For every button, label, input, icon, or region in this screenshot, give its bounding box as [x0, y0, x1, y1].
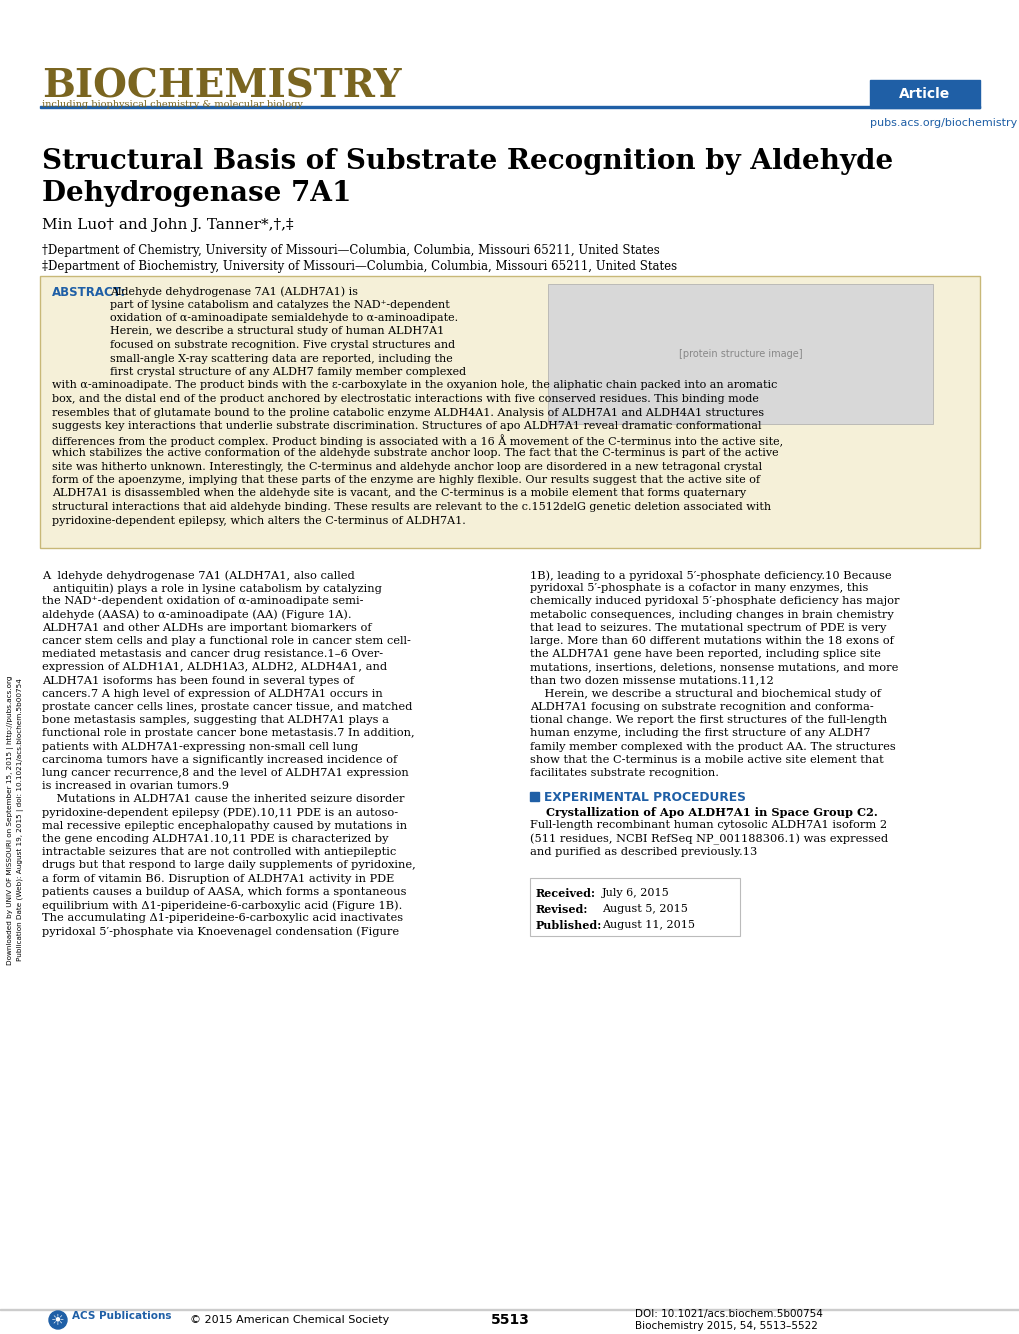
Text: which stabilizes the active conformation of the aldehyde substrate anchor loop. : which stabilizes the active conformation… — [52, 448, 777, 458]
Text: Published:: Published: — [535, 920, 601, 931]
Text: ALDH7A1 isoforms has been found in several types of: ALDH7A1 isoforms has been found in sever… — [42, 675, 354, 686]
Bar — [547, 284, 932, 424]
Text: that lead to seizures. The mutational spectrum of PDE is very: that lead to seizures. The mutational sp… — [530, 623, 886, 632]
Text: oxidation of α-aminoadipate semialdehyde to α-aminoadipate.: oxidation of α-aminoadipate semialdehyde… — [110, 313, 458, 323]
Text: ACS Publications: ACS Publications — [72, 1311, 171, 1321]
Text: patients with ALDH7A1-expressing non-small cell lung: patients with ALDH7A1-expressing non-sma… — [42, 742, 358, 751]
Text: a form of vitamin B6. Disruption of ALDH7A1 activity in PDE: a form of vitamin B6. Disruption of ALDH… — [42, 874, 394, 883]
Text: ALDH7A1 and other ALDHs are important biomarkers of: ALDH7A1 and other ALDHs are important bi… — [42, 623, 371, 632]
Text: DOI: 10.1021/acs.biochem.5b00754: DOI: 10.1021/acs.biochem.5b00754 — [635, 1309, 822, 1319]
Circle shape — [49, 1311, 67, 1329]
Text: Crystallization of Apo ALDH7A1 in Space Group C2.: Crystallization of Apo ALDH7A1 in Space … — [530, 807, 877, 818]
Text: suggests key interactions that underlie substrate discrimination. Structures of : suggests key interactions that underlie … — [52, 422, 761, 431]
Text: Article: Article — [899, 87, 950, 101]
Text: mediated metastasis and cancer drug resistance.1–6 Over-: mediated metastasis and cancer drug resi… — [42, 650, 383, 659]
Text: (511 residues, NCBI RefSeq NP_001188306.1) was expressed: (511 residues, NCBI RefSeq NP_001188306.… — [530, 834, 888, 844]
Text: chemically induced pyridoxal 5′-phosphate deficiency has major: chemically induced pyridoxal 5′-phosphat… — [530, 596, 899, 607]
Text: the ALDH7A1 gene have been reported, including splice site: the ALDH7A1 gene have been reported, inc… — [530, 650, 880, 659]
Text: equilibrium with Δ1-piperideine-6-carboxylic acid (Figure 1B).: equilibrium with Δ1-piperideine-6-carbox… — [42, 900, 401, 911]
Text: facilitates substrate recognition.: facilitates substrate recognition. — [530, 768, 718, 778]
Text: EXPERIMENTAL PROCEDURES: EXPERIMENTAL PROCEDURES — [543, 791, 745, 804]
Text: Biochemistry 2015, 54, 5513–5522: Biochemistry 2015, 54, 5513–5522 — [635, 1321, 817, 1331]
Text: tional change. We report the first structures of the full-length: tional change. We report the first struc… — [530, 715, 887, 726]
Text: Revised:: Revised: — [535, 904, 588, 915]
Text: than two dozen missense mutations.11,12: than two dozen missense mutations.11,12 — [530, 675, 773, 686]
Text: aldehyde (AASA) to α-aminoadipate (AA) (Figure 1A).: aldehyde (AASA) to α-aminoadipate (AA) (… — [42, 610, 352, 620]
Text: differences from the product complex. Product binding is associated with a 16 Å : differences from the product complex. Pr… — [52, 435, 783, 447]
Text: prostate cancer cells lines, prostate cancer tissue, and matched: prostate cancer cells lines, prostate ca… — [42, 702, 412, 712]
Text: BIOCHEMISTRY: BIOCHEMISTRY — [42, 68, 401, 105]
Text: Aldehyde dehydrogenase 7A1 (ALDH7A1) is: Aldehyde dehydrogenase 7A1 (ALDH7A1) is — [110, 285, 358, 296]
Text: [protein structure image]: [protein structure image] — [678, 350, 802, 359]
Text: 1B), leading to a pyridoxal 5′-phosphate deficiency.10 Because: 1B), leading to a pyridoxal 5′-phosphate… — [530, 570, 891, 580]
Text: the gene encoding ALDH7A1.10,11 PDE is characterized by: the gene encoding ALDH7A1.10,11 PDE is c… — [42, 834, 388, 844]
Text: box, and the distal end of the product anchored by electrostatic interactions wi: box, and the distal end of the product a… — [52, 394, 758, 404]
Text: resembles that of glutamate bound to the proline catabolic enzyme ALDH4A1. Analy: resembles that of glutamate bound to the… — [52, 407, 763, 418]
Text: pyridoxal 5′-phosphate is a cofactor in many enzymes, this: pyridoxal 5′-phosphate is a cofactor in … — [530, 583, 867, 594]
Bar — [530, 878, 739, 936]
Text: Received:: Received: — [535, 888, 595, 899]
Text: structural interactions that aid aldehyde binding. These results are relevant to: structural interactions that aid aldehyd… — [52, 502, 770, 512]
Text: Herein, we describe a structural study of human ALDH7A1: Herein, we describe a structural study o… — [110, 327, 444, 336]
Text: ALDH7A1 is disassembled when the aldehyde site is vacant, and the C-terminus is : ALDH7A1 is disassembled when the aldehyd… — [52, 488, 745, 499]
Text: first crystal structure of any ALDH7 family member complexed: first crystal structure of any ALDH7 fam… — [110, 367, 466, 378]
Text: Publication Date (Web): August 19, 2015 | doi: 10.1021/acs.biochem.5b00754: Publication Date (Web): August 19, 2015 … — [17, 679, 24, 962]
Text: with α-aminoadipate. The product binds with the ε-carboxylate in the oxyanion ho: with α-aminoadipate. The product binds w… — [52, 380, 776, 391]
Text: bone metastasis samples, suggesting that ALDH7A1 plays a: bone metastasis samples, suggesting that… — [42, 715, 388, 726]
Text: is increased in ovarian tumors.9: is increased in ovarian tumors.9 — [42, 782, 229, 791]
Text: and purified as described previously.13: and purified as described previously.13 — [530, 847, 756, 856]
Text: including biophysical chemistry & molecular biology: including biophysical chemistry & molecu… — [42, 100, 303, 109]
Text: Full-length recombinant human cytosolic ALDH7A1 isoform 2: Full-length recombinant human cytosolic … — [530, 820, 887, 830]
Text: drugs but that respond to large daily supplements of pyridoxine,: drugs but that respond to large daily su… — [42, 860, 416, 870]
Bar — [869, 80, 979, 108]
Text: mal recessive epileptic encephalopathy caused by mutations in: mal recessive epileptic encephalopathy c… — [42, 820, 407, 831]
Text: July 6, 2015: July 6, 2015 — [601, 888, 669, 898]
Text: intractable seizures that are not controlled with antiepileptic: intractable seizures that are not contro… — [42, 847, 395, 858]
Text: small-angle X-ray scattering data are reported, including the: small-angle X-ray scattering data are re… — [110, 354, 452, 363]
Text: cancers.7 A high level of expression of ALDH7A1 occurs in: cancers.7 A high level of expression of … — [42, 688, 382, 699]
Bar — [530, 792, 538, 802]
Text: pyridoxine-dependent epilepsy (PDE).10,11 PDE is an autoso-: pyridoxine-dependent epilepsy (PDE).10,1… — [42, 807, 397, 818]
Text: carcinoma tumors have a significantly increased incidence of: carcinoma tumors have a significantly in… — [42, 755, 396, 764]
Text: ‡Department of Biochemistry, University of Missouri—Columbia, Columbia, Missouri: ‡Department of Biochemistry, University … — [42, 260, 677, 273]
Text: ☀: ☀ — [51, 1313, 65, 1327]
Text: ABSTRACT:: ABSTRACT: — [52, 285, 126, 299]
Text: © 2015 American Chemical Society: © 2015 American Chemical Society — [190, 1315, 389, 1325]
Text: pyridoxine-dependent epilepsy, which alters the C-terminus of ALDH7A1.: pyridoxine-dependent epilepsy, which alt… — [52, 515, 466, 526]
Text: †Department of Chemistry, University of Missouri—Columbia, Columbia, Missouri 65: †Department of Chemistry, University of … — [42, 244, 659, 257]
Text: mutations, insertions, deletions, nonsense mutations, and more: mutations, insertions, deletions, nonsen… — [530, 663, 898, 672]
Text: form of the apoenzyme, implying that these parts of the enzyme are highly flexib: form of the apoenzyme, implying that the… — [52, 475, 759, 486]
Text: pyridoxal 5′-phosphate via Knoevenagel condensation (Figure: pyridoxal 5′-phosphate via Knoevenagel c… — [42, 926, 398, 936]
Text: cancer stem cells and play a functional role in cancer stem cell-: cancer stem cells and play a functional … — [42, 636, 411, 646]
Text: part of lysine catabolism and catalyzes the NAD⁺-dependent: part of lysine catabolism and catalyzes … — [110, 300, 449, 309]
Text: show that the C-terminus is a mobile active site element that: show that the C-terminus is a mobile act… — [530, 755, 882, 764]
Text: functional role in prostate cancer bone metastasis.7 In addition,: functional role in prostate cancer bone … — [42, 728, 414, 739]
Text: the NAD⁺-dependent oxidation of α-aminoadipate semi-: the NAD⁺-dependent oxidation of α-aminoa… — [42, 596, 363, 607]
Text: A  ldehyde dehydrogenase 7A1 (ALDH7A1, also called: A ldehyde dehydrogenase 7A1 (ALDH7A1, al… — [42, 570, 355, 580]
Text: antiquitin) plays a role in lysine catabolism by catalyzing: antiquitin) plays a role in lysine catab… — [42, 583, 381, 594]
Text: ALDH7A1 focusing on substrate recognition and conforma-: ALDH7A1 focusing on substrate recognitio… — [530, 702, 873, 712]
Bar — [40, 105, 979, 108]
Text: Mutations in ALDH7A1 cause the inherited seizure disorder: Mutations in ALDH7A1 cause the inherited… — [42, 795, 405, 804]
Text: lung cancer recurrence,8 and the level of ALDH7A1 expression: lung cancer recurrence,8 and the level o… — [42, 768, 409, 778]
Text: expression of ALDH1A1, ALDH1A3, ALDH2, ALDH4A1, and: expression of ALDH1A1, ALDH1A3, ALDH2, A… — [42, 663, 387, 672]
Text: pubs.acs.org/biochemistry: pubs.acs.org/biochemistry — [869, 117, 1016, 128]
Text: large. More than 60 different mutations within the 18 exons of: large. More than 60 different mutations … — [530, 636, 893, 646]
Text: The accumulating Δ1-piperideine-6-carboxylic acid inactivates: The accumulating Δ1-piperideine-6-carbox… — [42, 914, 403, 923]
Text: metabolic consequences, including changes in brain chemistry: metabolic consequences, including change… — [530, 610, 893, 619]
Text: Herein, we describe a structural and biochemical study of: Herein, we describe a structural and bio… — [530, 688, 880, 699]
Text: Downloaded by UNIV OF MISSOURI on September 15, 2015 | http://pubs.acs.org: Downloaded by UNIV OF MISSOURI on Septem… — [7, 675, 14, 964]
Text: site was hitherto unknown. Interestingly, the C-terminus and aldehyde anchor loo: site was hitherto unknown. Interestingly… — [52, 462, 761, 471]
Text: human enzyme, including the first structure of any ALDH7: human enzyme, including the first struct… — [530, 728, 870, 739]
Text: 5513: 5513 — [490, 1313, 529, 1327]
Text: Min Luo† and John J. Tanner*,†,‡: Min Luo† and John J. Tanner*,†,‡ — [42, 217, 293, 232]
Bar — [40, 276, 979, 548]
Text: August 11, 2015: August 11, 2015 — [601, 920, 694, 930]
Text: focused on substrate recognition. Five crystal structures and: focused on substrate recognition. Five c… — [110, 340, 454, 350]
Text: family member complexed with the product AA. The structures: family member complexed with the product… — [530, 742, 895, 751]
Text: August 5, 2015: August 5, 2015 — [601, 904, 687, 914]
Text: Structural Basis of Substrate Recognition by Aldehyde
Dehydrogenase 7A1: Structural Basis of Substrate Recognitio… — [42, 148, 893, 207]
Text: patients causes a buildup of AASA, which forms a spontaneous: patients causes a buildup of AASA, which… — [42, 887, 407, 896]
